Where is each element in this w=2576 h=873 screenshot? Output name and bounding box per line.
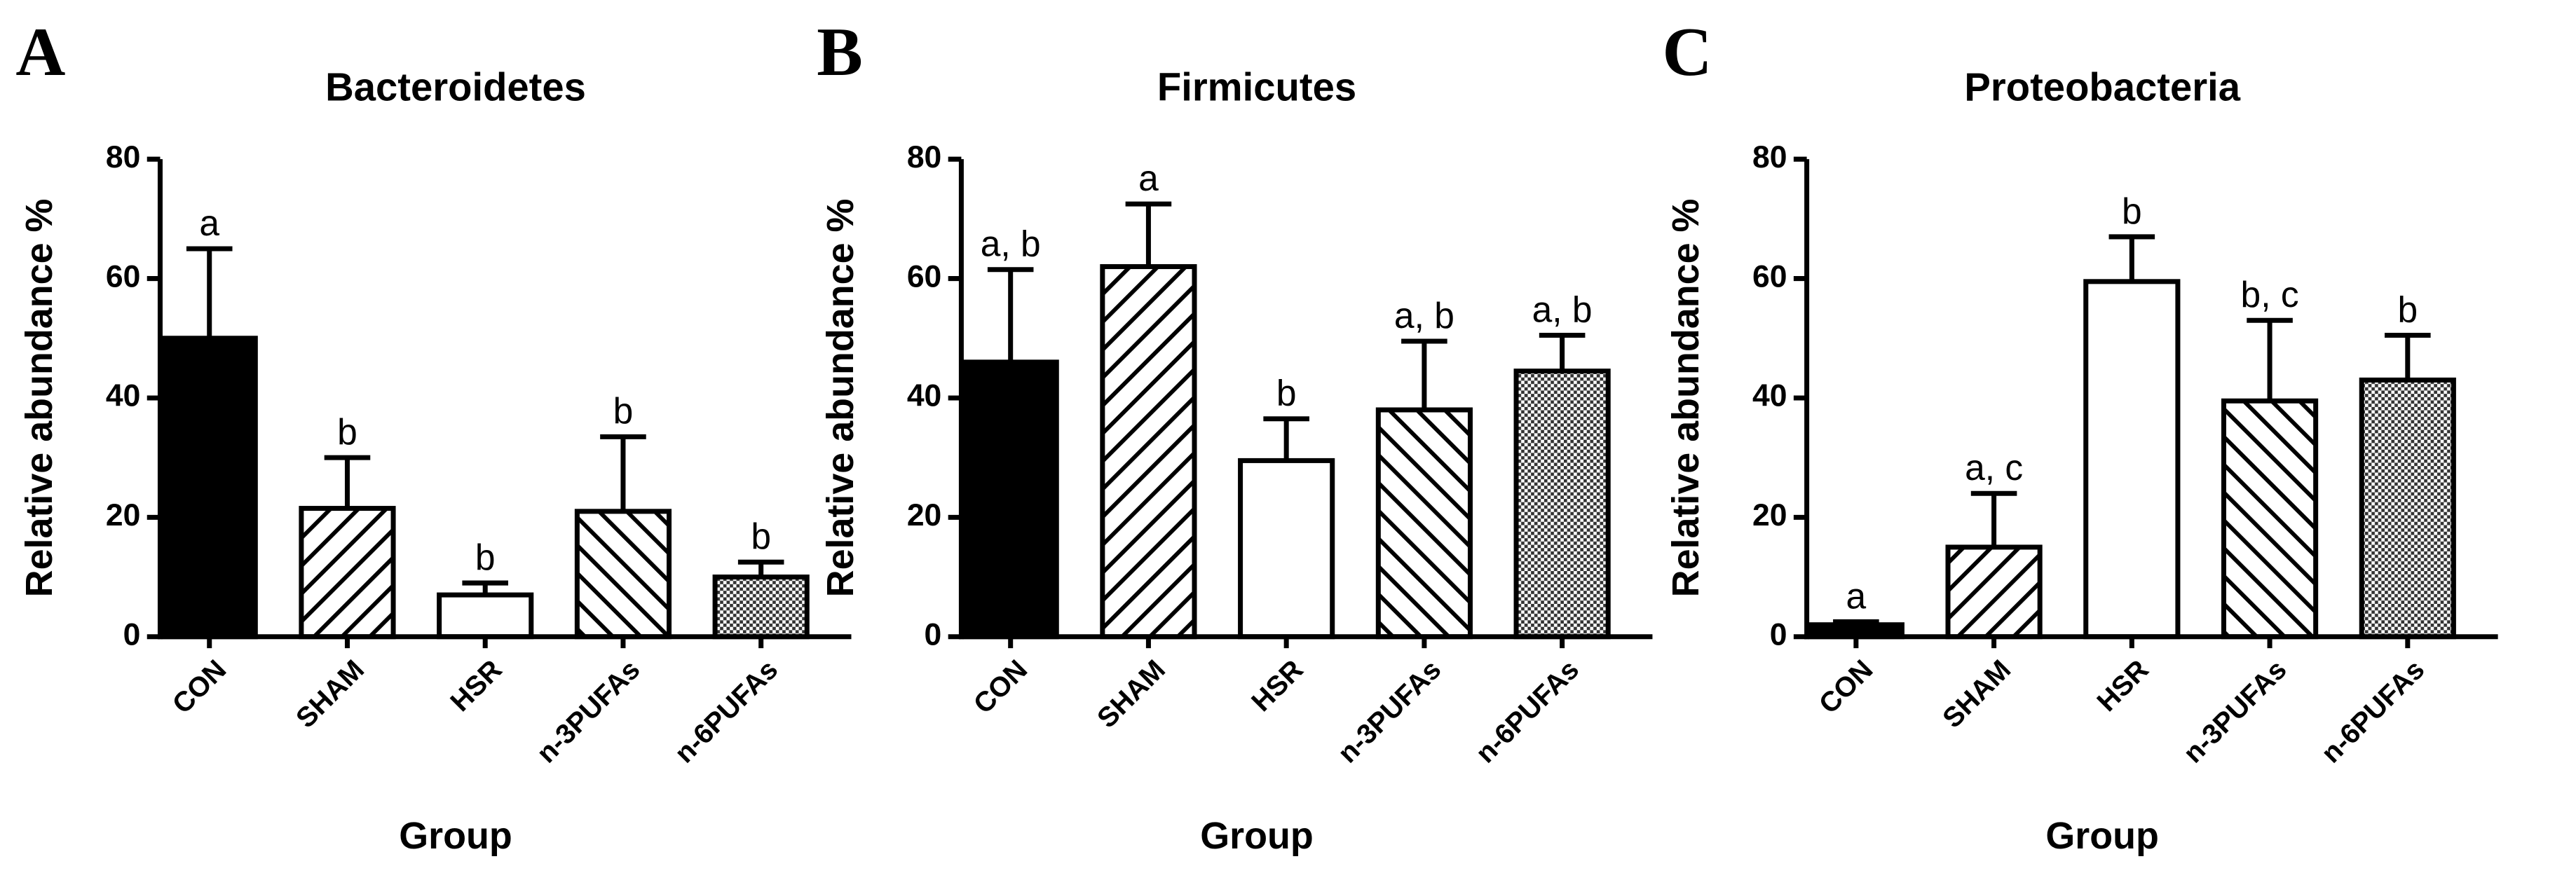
x-axis-label: Group bbox=[399, 815, 512, 857]
bar bbox=[962, 359, 1059, 640]
x-tick-label: SHAM bbox=[290, 654, 370, 734]
x-tick-label: CON bbox=[167, 654, 233, 720]
y-tick-label: 60 bbox=[106, 259, 140, 294]
chart-panel: C Proteobacteria Relative abundance % Group… bbox=[1663, 14, 2498, 857]
panel-label: C bbox=[1663, 14, 1712, 90]
data-annotation: b bbox=[2122, 191, 2142, 231]
data-annotation: a bbox=[1846, 575, 1867, 616]
y-tick-label: 40 bbox=[106, 379, 140, 413]
chart-title: Proteobacteria bbox=[1964, 65, 2240, 109]
y-tick-label: 80 bbox=[106, 140, 140, 174]
bar bbox=[161, 336, 258, 640]
y-tick-label: 20 bbox=[106, 498, 140, 532]
data-annotation: a bbox=[199, 202, 219, 243]
x-axis-label: Group bbox=[2045, 815, 2159, 857]
chart-title: Bacteroidetes bbox=[325, 65, 586, 109]
y-tick-label: 40 bbox=[907, 379, 941, 413]
x-axis-label: Group bbox=[1200, 815, 1314, 857]
y-axis-label: Relative abundance % bbox=[819, 199, 861, 598]
bar bbox=[2359, 377, 2456, 640]
x-tick-label: n-3PUFAs bbox=[1332, 654, 1447, 769]
x-tick-label: SHAM bbox=[1937, 654, 2017, 734]
x-tick-label: CON bbox=[1813, 654, 1879, 720]
bar bbox=[574, 509, 672, 640]
y-axis-label: Relative abundance % bbox=[1665, 199, 1707, 598]
data-annotation: b bbox=[613, 390, 634, 431]
chart-title: Firmicutes bbox=[1157, 65, 1356, 109]
panel-label: B bbox=[817, 14, 863, 90]
data-annotation: b bbox=[1276, 373, 1297, 413]
x-tick-label: CON bbox=[968, 654, 1034, 720]
bar bbox=[712, 575, 810, 640]
x-tick-label: HSR bbox=[1246, 654, 1309, 718]
y-tick-label: 0 bbox=[1770, 617, 1787, 652]
data-annotation: a, c bbox=[1965, 447, 2023, 488]
bar bbox=[1238, 458, 1335, 640]
bar bbox=[1945, 544, 2043, 640]
data-annotation: b bbox=[751, 516, 771, 556]
y-tick-label: 60 bbox=[907, 259, 941, 294]
y-tick-label: 0 bbox=[925, 617, 942, 652]
y-tick-label: 0 bbox=[123, 617, 141, 652]
bar bbox=[1100, 264, 1197, 640]
x-tick-label: n-3PUFAs bbox=[2178, 654, 2293, 769]
x-tick-label: n-3PUFAs bbox=[531, 654, 646, 769]
y-tick-label: 20 bbox=[1752, 498, 1787, 532]
x-tick-label: HSR bbox=[444, 654, 508, 718]
y-tick-label: 20 bbox=[907, 498, 941, 532]
x-tick-label: n-6PUFAs bbox=[669, 654, 784, 769]
chart-panel: B Firmicutes Relative abundance % Group 0 20 4… bbox=[817, 14, 1653, 857]
x-tick-label: SHAM bbox=[1091, 654, 1171, 734]
data-annotation: b, c bbox=[2241, 274, 2299, 315]
x-tick-label: n-6PUFAs bbox=[1470, 654, 1585, 769]
y-tick-label: 40 bbox=[1752, 379, 1787, 413]
panel-label: A bbox=[15, 14, 65, 90]
x-tick-label: n-6PUFAs bbox=[2315, 654, 2430, 769]
bar bbox=[1513, 369, 1611, 640]
data-annotation: b bbox=[475, 537, 496, 577]
bar bbox=[437, 592, 534, 640]
y-tick-label: 60 bbox=[1752, 259, 1787, 294]
data-annotation: a, b bbox=[1532, 289, 1593, 329]
chart-panel: A Bacteroidetes Relative abundance % Group 0… bbox=[15, 14, 852, 857]
y-axis-label: Relative abundance % bbox=[18, 199, 60, 598]
data-annotation: a, b bbox=[981, 224, 1041, 264]
data-annotation: b bbox=[337, 411, 357, 452]
x-tick-label: HSR bbox=[2091, 654, 2155, 718]
bar bbox=[1375, 407, 1473, 640]
data-annotation: a bbox=[1138, 158, 1159, 198]
y-tick-label: 80 bbox=[1752, 140, 1787, 174]
bar bbox=[2083, 279, 2181, 640]
bar bbox=[299, 506, 396, 640]
bar bbox=[2221, 398, 2319, 640]
data-annotation: b bbox=[2397, 289, 2418, 329]
y-tick-label: 80 bbox=[907, 140, 941, 174]
data-annotation: a, b bbox=[1394, 295, 1454, 336]
